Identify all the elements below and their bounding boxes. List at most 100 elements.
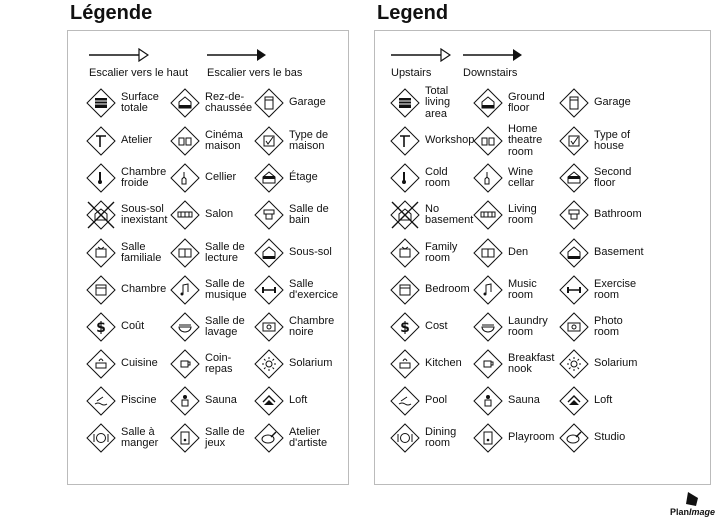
legend-item-label: Second floor	[594, 165, 632, 189]
legend-item-house-type: Type de maison	[254, 125, 328, 157]
legend-item-label: Cost	[425, 320, 448, 333]
legend-item-label: Étage	[289, 171, 318, 184]
camera-icon	[254, 312, 284, 342]
legend-item-hammer: Workshop	[390, 125, 474, 157]
book-icon	[473, 238, 503, 268]
palette-icon	[559, 423, 589, 453]
legend-item-wine: Cellier	[170, 162, 236, 194]
total-area-icon	[86, 88, 116, 118]
legend-item-dollar: $ Cost	[390, 311, 448, 343]
legend-item-label: Sous-sol inexistant	[121, 202, 168, 226]
sun-icon	[559, 349, 589, 379]
toilet-icon	[254, 200, 284, 230]
legend-item-label: Living room	[508, 202, 537, 226]
legend-item-coffee-cup: Breakfast nook	[473, 348, 554, 380]
legend-item-ground-floor: Ground floor	[473, 87, 545, 119]
legend-item-label: Sauna	[205, 394, 237, 407]
legend-panel-en	[374, 30, 711, 485]
legend-item-ground-floor: Rez-de- chaussée	[170, 87, 252, 119]
wine-icon	[473, 163, 503, 193]
laundry-icon	[170, 312, 200, 342]
plate-icon	[86, 423, 116, 453]
cooking-pot-icon	[86, 349, 116, 379]
music-icon	[473, 275, 503, 305]
legend-item-label: Sous-sol	[289, 246, 332, 259]
legend-item-sofa: Salon	[170, 199, 233, 231]
legend-item-label: Salle familiale	[121, 240, 162, 264]
legend-item-second-floor: Second floor	[559, 162, 631, 194]
legend-item-basement: Basement	[559, 237, 644, 269]
legend-item-dumbbell: Salle d'exercice	[254, 274, 338, 306]
legend-item-music: Salle de musique	[170, 274, 247, 306]
legend-item-label: Bathroom	[594, 208, 642, 221]
legend-item-label: Atelier	[121, 134, 153, 147]
loft-icon	[254, 386, 284, 416]
legend-item-total-area: Total living area	[390, 84, 451, 120]
legend-item-label: Sauna	[508, 394, 540, 407]
stairs-down-label-fr: Escalier vers le bas	[207, 67, 303, 79]
title-en: Legend	[377, 2, 449, 24]
basement-icon	[254, 238, 284, 268]
garage-icon	[254, 88, 284, 118]
legend-item-label: Type de maison	[289, 128, 329, 152]
stairs-up-label-en: Upstairs	[391, 67, 432, 79]
music-icon	[170, 275, 200, 305]
thermometer-icon	[390, 163, 420, 193]
legend-item-label: Basement	[594, 246, 644, 259]
thermometer-icon	[86, 163, 116, 193]
svg-text:$: $	[96, 320, 106, 336]
legend-item-label: Bedroom	[425, 283, 470, 296]
legend-item-sofa: Living room	[473, 199, 537, 231]
coffee-cup-icon	[473, 349, 503, 379]
legend-item-house-type: Type of house	[559, 125, 630, 157]
book-icon	[170, 238, 200, 268]
legend-item-loft: Loft	[559, 385, 612, 417]
cooking-pot-icon	[390, 349, 420, 379]
house-type-icon	[254, 126, 284, 156]
legend-item-label: Surface totale	[121, 90, 159, 114]
legend-item-bed: Bedroom	[390, 274, 470, 306]
legend-item-plate: Dining room	[390, 422, 456, 454]
stairs-down-arrow-icon	[463, 49, 522, 61]
legend-item-loft: Loft	[254, 385, 307, 417]
legend-item-tv: Family room	[390, 237, 457, 269]
game-icon	[170, 423, 200, 453]
legend-item-cooking-pot: Cuisine	[86, 348, 158, 380]
legend-item-hammer: Atelier	[86, 125, 152, 157]
house-type-icon	[559, 126, 589, 156]
stairs-down-label-en: Downstairs	[463, 67, 518, 79]
loft-icon	[559, 386, 589, 416]
coffee-cup-icon	[170, 349, 200, 379]
legend-item-label: Piscine	[121, 394, 157, 407]
camera-icon	[559, 312, 589, 342]
legend-item-laundry: Salle de lavage	[170, 311, 245, 343]
legend-item-dollar: $ Coût	[86, 311, 144, 343]
legend-item-label: Salle de lecture	[205, 240, 245, 264]
legend-item-home-theatre: Cinéma maison	[170, 125, 243, 157]
sofa-icon	[170, 200, 200, 230]
legend-item-sauna: Sauna	[170, 385, 237, 417]
sofa-icon	[473, 200, 503, 230]
stairs-up-arrow-icon	[89, 48, 149, 62]
legend-item-label: Total living area	[425, 84, 451, 120]
tv-icon	[86, 238, 116, 268]
total-area-icon	[390, 88, 420, 118]
legend-item-label: Wine cellar	[508, 165, 535, 189]
tv-icon	[390, 238, 420, 268]
legend-item-label: Salle de lavage	[205, 314, 245, 338]
dollar-icon: $	[390, 312, 420, 342]
stairs-down-arrow-icon	[207, 49, 266, 61]
legend-item-label: Chambre	[121, 283, 167, 296]
legend-item-label: Chambre froide	[121, 165, 167, 189]
legend-item-label: Salle de bain	[289, 202, 329, 226]
legend-item-bed: Chambre	[86, 274, 166, 306]
second-floor-icon	[254, 163, 284, 193]
legend-item-label: Laundry room	[508, 314, 548, 338]
legend-item-thermometer: Chambre froide	[86, 162, 166, 194]
no-basement-icon	[390, 200, 420, 230]
legend-item-label: Den	[508, 246, 529, 259]
legend-panel-fr	[67, 30, 349, 485]
legend-item-label: Atelier d'artiste	[289, 425, 328, 449]
dumbbell-icon	[559, 275, 589, 305]
laundry-icon	[473, 312, 503, 342]
